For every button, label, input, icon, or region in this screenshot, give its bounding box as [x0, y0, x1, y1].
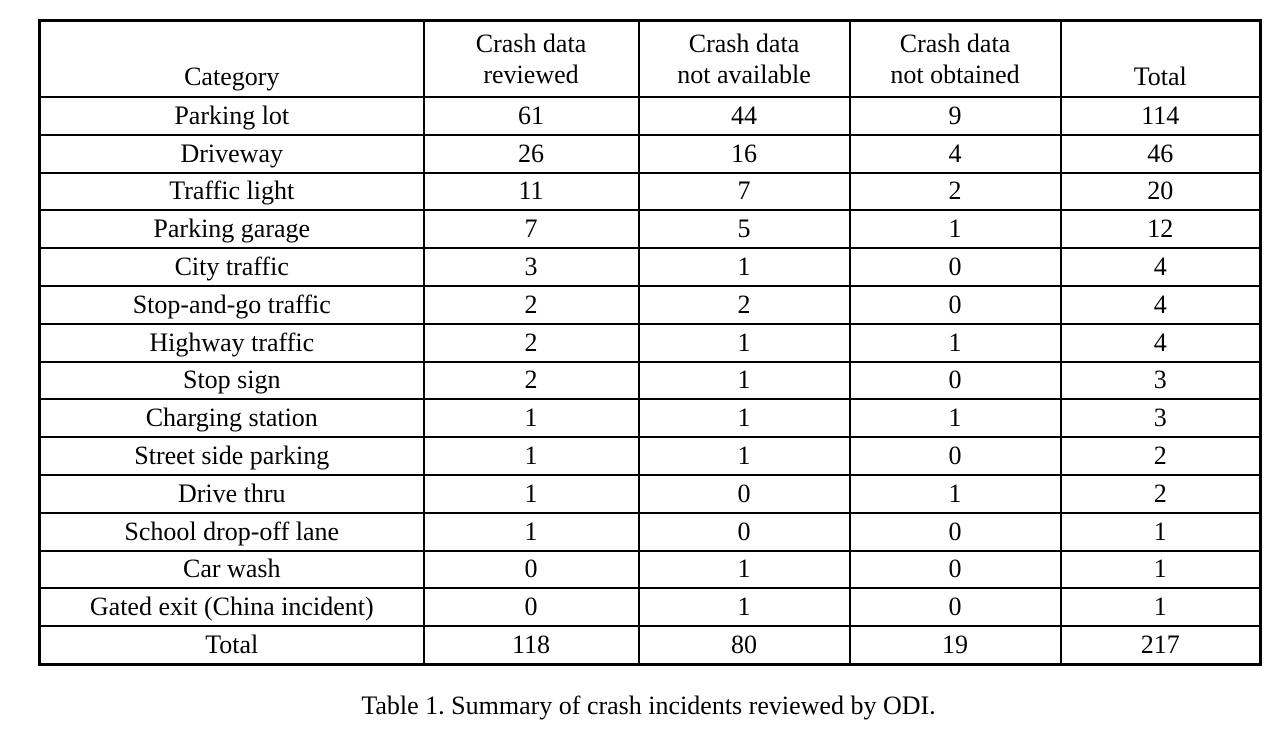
table-row: Drive thru 1 0 1 2: [38, 473, 1262, 514]
cell-category: Gated exit (China incident): [38, 587, 425, 628]
cell-not-obtained: 2: [848, 171, 1062, 212]
table-row: Charging station 1 1 1 3: [38, 398, 1262, 439]
cell-reviewed: 1: [422, 436, 640, 476]
cell-not-available: 5: [637, 209, 851, 250]
cell-not-available: 0: [637, 473, 851, 514]
cell-not-obtained: 0: [848, 360, 1062, 401]
table-header-row: Category Crash data reviewed Crash data …: [38, 19, 1262, 98]
table-row: Parking lot 61 44 9 114: [38, 96, 1262, 136]
cell-total: 4: [1059, 247, 1262, 287]
cell-not-obtained: 0: [848, 587, 1062, 628]
cell-reviewed: 0: [422, 587, 640, 628]
table-row: Parking garage 7 5 1 12: [38, 209, 1262, 250]
table-row: Car wash 0 1 0 1: [38, 549, 1262, 590]
cell-category: Total: [38, 625, 425, 666]
cell-reviewed: 1: [422, 473, 640, 514]
cell-not-available: 0: [637, 511, 851, 552]
cell-reviewed: 1: [422, 511, 640, 552]
cell-not-available: 16: [637, 133, 851, 174]
cell-not-available: 1: [637, 247, 851, 287]
table-total-row: Total 118 80 19 217: [38, 625, 1262, 666]
cell-total: 4: [1059, 284, 1262, 325]
cell-not-available: 1: [637, 436, 851, 476]
cell-total: 114: [1059, 96, 1262, 136]
cell-reviewed: 3: [422, 247, 640, 287]
cell-reviewed: 1: [422, 398, 640, 439]
cell-not-obtained: 0: [848, 436, 1062, 476]
cell-not-available: 1: [637, 360, 851, 401]
cell-category: Traffic light: [38, 171, 425, 212]
cell-total: 2: [1059, 473, 1262, 514]
col-header-crash-data-not-obtained: Crash data not obtained: [848, 19, 1062, 98]
cell-not-obtained: 0: [848, 549, 1062, 590]
table-row: Highway traffic 2 1 1 4: [38, 322, 1262, 363]
cell-not-obtained: 1: [848, 398, 1062, 439]
col-header-crash-data-not-available: Crash data not available: [637, 19, 851, 98]
cell-not-available: 1: [637, 549, 851, 590]
cell-not-available: 7: [637, 171, 851, 212]
cell-category: Stop-and-go traffic: [38, 284, 425, 325]
cell-not-available: 80: [637, 625, 851, 666]
cell-not-available: 1: [637, 398, 851, 439]
cell-total: 1: [1059, 587, 1262, 628]
table-row: Gated exit (China incident) 0 1 0 1: [38, 587, 1262, 628]
cell-category: Drive thru: [38, 473, 425, 514]
cell-reviewed: 26: [422, 133, 640, 174]
cell-category: Parking garage: [38, 209, 425, 250]
cell-total: 12: [1059, 209, 1262, 250]
cell-total: 3: [1059, 398, 1262, 439]
table-caption: Table 1. Summary of crash incidents revi…: [361, 691, 936, 720]
cell-total: 1: [1059, 511, 1262, 552]
table-row: Stop sign 2 1 0 3: [38, 360, 1262, 401]
cell-not-obtained: 1: [848, 209, 1062, 250]
table-row: Driveway 26 16 4 46: [38, 133, 1262, 174]
cell-total: 1: [1059, 549, 1262, 590]
cell-reviewed: 7: [422, 209, 640, 250]
cell-not-available: 1: [637, 587, 851, 628]
table-row: School drop-off lane 1 0 0 1: [38, 511, 1262, 552]
cell-category: Car wash: [38, 549, 425, 590]
col-header-crash-data-reviewed: Crash data reviewed: [422, 19, 640, 98]
cell-total: 217: [1059, 625, 1262, 666]
cell-category: City traffic: [38, 247, 425, 287]
cell-category: Highway traffic: [38, 322, 425, 363]
cell-category: Charging station: [38, 398, 425, 439]
cell-reviewed: 118: [422, 625, 640, 666]
col-header-category: Category: [38, 19, 425, 98]
cell-not-obtained: 4: [848, 133, 1062, 174]
cell-not-obtained: 0: [848, 247, 1062, 287]
cell-reviewed: 11: [422, 171, 640, 212]
cell-category: School drop-off lane: [38, 511, 425, 552]
cell-reviewed: 61: [422, 96, 640, 136]
cell-not-obtained: 0: [848, 511, 1062, 552]
cell-not-available: 2: [637, 284, 851, 325]
col-header-total: Total: [1059, 19, 1262, 98]
cell-reviewed: 2: [422, 360, 640, 401]
table-row: Stop-and-go traffic 2 2 0 4: [38, 284, 1262, 325]
cell-not-obtained: 1: [848, 473, 1062, 514]
cell-category: Parking lot: [38, 96, 425, 136]
table-row: City traffic 3 1 0 4: [38, 247, 1262, 287]
crash-incidents-table: Category Crash data reviewed Crash data …: [38, 19, 1262, 666]
cell-reviewed: 2: [422, 322, 640, 363]
cell-reviewed: 0: [422, 549, 640, 590]
cell-not-obtained: 0: [848, 284, 1062, 325]
cell-not-obtained: 19: [848, 625, 1062, 666]
crash-incidents-table-container: Category Crash data reviewed Crash data …: [38, 19, 1262, 666]
cell-not-available: 1: [637, 322, 851, 363]
cell-not-available: 44: [637, 96, 851, 136]
cell-category: Driveway: [38, 133, 425, 174]
cell-not-obtained: 1: [848, 322, 1062, 363]
table-row: Traffic light 11 7 2 20: [38, 171, 1262, 212]
cell-total: 20: [1059, 171, 1262, 212]
cell-category: Stop sign: [38, 360, 425, 401]
cell-reviewed: 2: [422, 284, 640, 325]
cell-total: 2: [1059, 436, 1262, 476]
cell-total: 4: [1059, 322, 1262, 363]
cell-not-obtained: 9: [848, 96, 1062, 136]
cell-total: 46: [1059, 133, 1262, 174]
cell-category: Street side parking: [38, 436, 425, 476]
table-row: Street side parking 1 1 0 2: [38, 436, 1262, 476]
cell-total: 3: [1059, 360, 1262, 401]
